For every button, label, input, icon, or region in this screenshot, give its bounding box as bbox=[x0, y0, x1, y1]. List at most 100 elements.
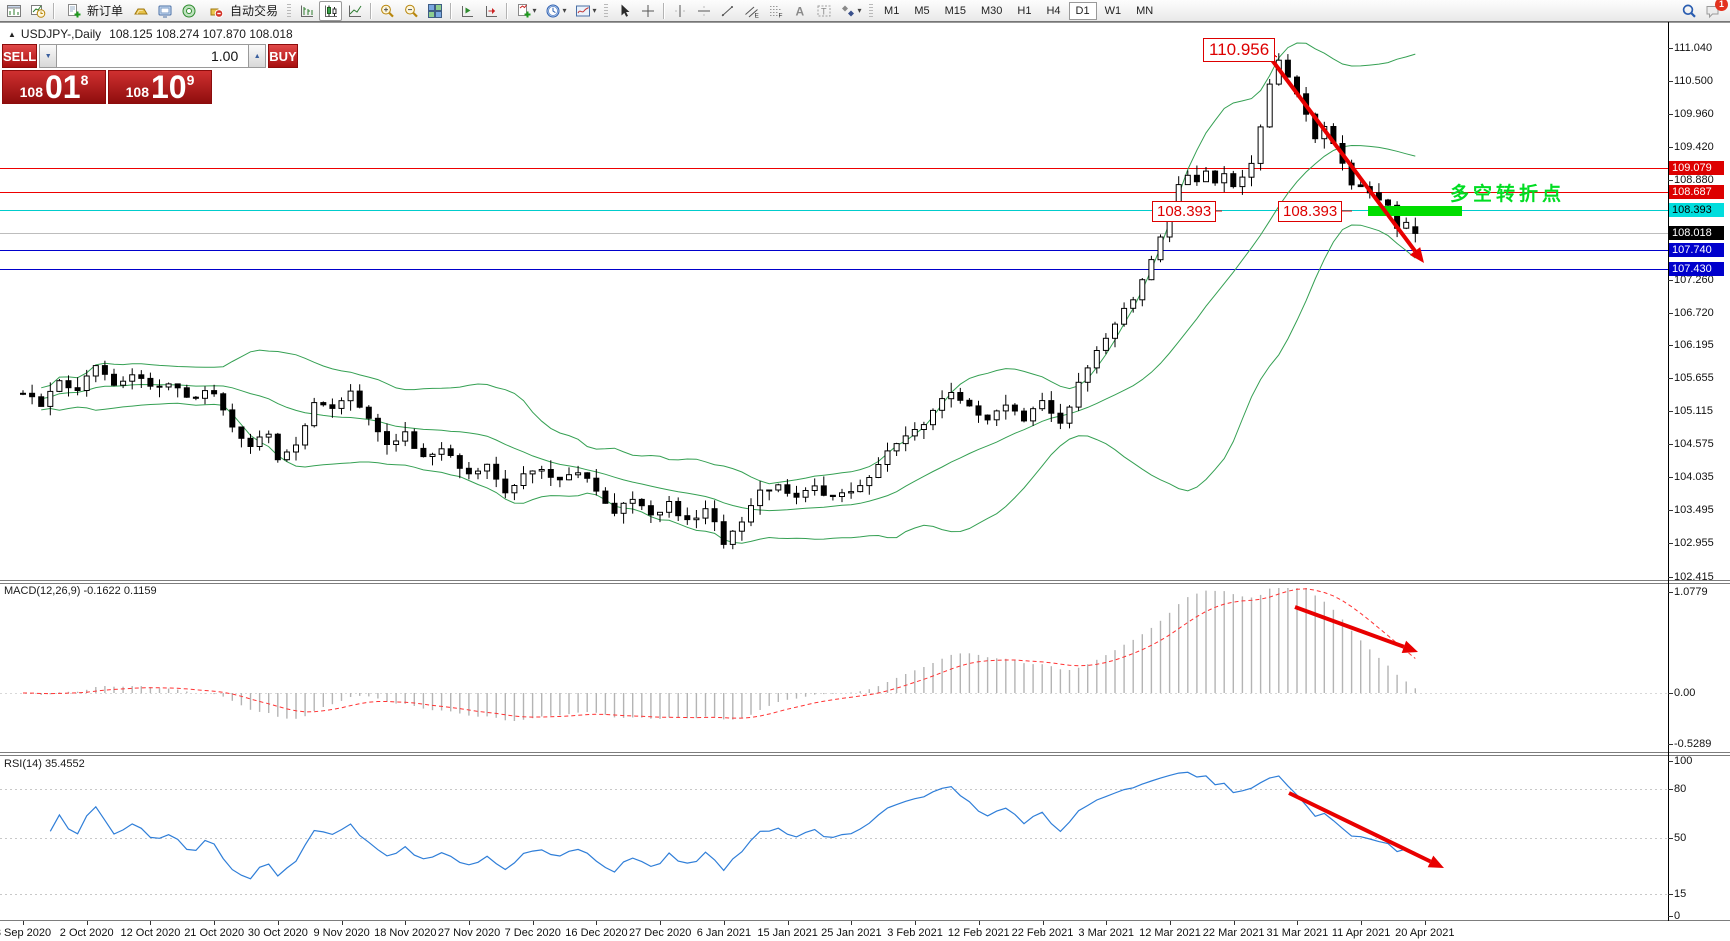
price-level-badge[interactable]: 107.430 bbox=[1669, 262, 1724, 276]
dropdown-caret-icon[interactable]: ▾ bbox=[562, 6, 567, 15]
price-tick-label[interactable]: 105.115 bbox=[1674, 405, 1713, 417]
price-tick-label[interactable]: 109.420 bbox=[1674, 141, 1714, 153]
price-level-badge[interactable]: 109.079 bbox=[1669, 161, 1724, 175]
price-tick-label[interactable]: 105.655 bbox=[1674, 372, 1714, 384]
date-tick-label[interactable]: 22 Mar 2021 bbox=[1202, 927, 1265, 939]
buy-price-display[interactable]: 108 10 9 bbox=[108, 70, 212, 104]
new-order-button[interactable]: 新订单 bbox=[58, 2, 128, 20]
navigator-icon[interactable] bbox=[177, 1, 200, 21]
support-price-label-2[interactable]: 108.393 bbox=[1278, 201, 1343, 222]
auto-scroll-icon[interactable] bbox=[455, 1, 478, 21]
timeframe-h4-button[interactable]: H4 bbox=[1046, 4, 1061, 17]
price-tick-label[interactable]: 104.575 bbox=[1674, 438, 1714, 450]
new-order-icon[interactable] bbox=[63, 1, 83, 21]
date-tick-label[interactable]: 12 Oct 2020 bbox=[120, 927, 181, 939]
macd-tick-label[interactable]: 0.00 bbox=[1674, 687, 1696, 699]
date-tick-label[interactable]: 3 Feb 2021 bbox=[887, 927, 943, 939]
date-tick-label[interactable]: 25 Jan 2021 bbox=[821, 927, 882, 939]
date-tick-label[interactable]: 12 Mar 2021 bbox=[1139, 927, 1201, 939]
date-tick-label[interactable]: 9 Nov 2020 bbox=[313, 927, 370, 939]
profiles-icon[interactable] bbox=[26, 1, 49, 21]
price-tick-label[interactable]: 102.955 bbox=[1674, 537, 1714, 549]
date-tick-label[interactable]: 21 Oct 2020 bbox=[184, 927, 245, 939]
date-tick-label[interactable]: 22 Feb 2021 bbox=[1011, 927, 1074, 939]
price-level-badge[interactable]: 108.393 bbox=[1669, 203, 1724, 217]
toolbar-drag-handle[interactable] bbox=[287, 3, 292, 18]
market-watch-icon[interactable] bbox=[129, 1, 152, 21]
timeframe-m30-button[interactable]: M30 bbox=[981, 4, 1003, 17]
support-price-label-1[interactable]: 108.393 bbox=[1152, 201, 1217, 222]
search-icon[interactable] bbox=[1677, 1, 1700, 21]
volume-decrease-button[interactable]: ▼ bbox=[39, 44, 58, 68]
date-tick-label[interactable]: 11 Apr 2021 bbox=[1331, 927, 1391, 939]
date-tick-label[interactable]: 12 Feb 2021 bbox=[947, 927, 1010, 939]
zoom-in-icon[interactable] bbox=[375, 1, 398, 21]
channel-icon[interactable]: E bbox=[740, 1, 763, 21]
date-tick-label[interactable]: 3 Sep 2020 bbox=[0, 927, 52, 939]
rsi-tick-label[interactable]: 80 bbox=[1674, 783, 1687, 795]
dropdown-caret-icon[interactable]: ▾ bbox=[532, 6, 537, 15]
date-tick-label[interactable]: 31 Mar 2021 bbox=[1266, 927, 1329, 939]
price-tick-label[interactable]: 104.035 bbox=[1674, 471, 1714, 483]
notifications-icon[interactable]: 1 bbox=[1701, 0, 1728, 21]
autotrade-icon[interactable] bbox=[206, 1, 226, 21]
cursor-icon[interactable] bbox=[612, 1, 635, 21]
bar-chart-icon[interactable] bbox=[295, 1, 318, 21]
zoom-out-icon[interactable] bbox=[399, 1, 422, 21]
price-tick-label[interactable]: 106.720 bbox=[1674, 307, 1714, 319]
price-tick-label[interactable]: 110.500 bbox=[1674, 75, 1713, 87]
dropdown-caret-icon[interactable]: ▾ bbox=[592, 6, 597, 15]
data-window-icon[interactable] bbox=[153, 1, 176, 21]
tile-windows-icon[interactable] bbox=[423, 1, 446, 21]
macd-tick-label[interactable]: -0.5289 bbox=[1674, 738, 1712, 750]
sell-price-display[interactable]: 108 01 8 bbox=[2, 70, 106, 104]
timeframe-m15-button[interactable]: M15 bbox=[944, 4, 966, 17]
rsi-tick-label[interactable]: 100 bbox=[1674, 755, 1693, 767]
horizontal-line-icon[interactable] bbox=[692, 1, 715, 21]
volume-input[interactable] bbox=[57, 44, 249, 68]
buy-button[interactable]: BUY bbox=[268, 44, 298, 68]
timeframe-m5-button[interactable]: M5 bbox=[914, 4, 930, 17]
price-level-badge[interactable]: 108.018 bbox=[1669, 226, 1724, 240]
timeframe-d1-button[interactable]: D1 bbox=[1068, 1, 1097, 20]
date-tick-label[interactable]: 30 Oct 2020 bbox=[247, 927, 308, 939]
date-tick-label[interactable]: 3 Mar 2021 bbox=[1078, 927, 1135, 939]
vertical-line-icon[interactable] bbox=[668, 1, 691, 21]
date-tick-label[interactable]: 15 Jan 2021 bbox=[757, 927, 818, 939]
volume-increase-button[interactable]: ▲ bbox=[248, 44, 267, 68]
sell-button[interactable]: SELL bbox=[2, 44, 38, 68]
price-tick-label[interactable]: 111.040 bbox=[1674, 42, 1713, 54]
date-tick-label[interactable]: 18 Nov 2020 bbox=[374, 927, 437, 939]
timeframe-m1-button[interactable]: M1 bbox=[884, 4, 900, 17]
turning-point-annotation[interactable]: 多空转折点 bbox=[1450, 184, 1566, 205]
peak-price-label[interactable]: 110.956 bbox=[1203, 38, 1276, 62]
shapes-icon[interactable]: ▾ bbox=[836, 1, 865, 21]
price-tick-label[interactable]: 109.960 bbox=[1674, 108, 1714, 120]
timeframe-w1-button[interactable]: W1 bbox=[1104, 4, 1122, 17]
chart-shift-icon[interactable] bbox=[479, 1, 502, 21]
periods-icon[interactable]: ▾ bbox=[541, 1, 570, 21]
price-tick-label[interactable]: 107.260 bbox=[1674, 274, 1714, 286]
price-tick-label[interactable]: 106.195 bbox=[1674, 339, 1714, 351]
line-chart-icon[interactable] bbox=[343, 1, 366, 21]
candlestick-icon[interactable] bbox=[319, 0, 343, 21]
timeframe-h1-button[interactable]: H1 bbox=[1017, 4, 1032, 17]
collapse-icon[interactable]: ▲ bbox=[8, 30, 16, 39]
date-tick-label[interactable]: 7 Dec 2020 bbox=[504, 927, 561, 939]
price-level-badge[interactable]: 107.740 bbox=[1669, 243, 1724, 257]
date-tick-label[interactable]: 27 Dec 2020 bbox=[628, 927, 692, 939]
macd-tick-label[interactable]: 1.0779 bbox=[1674, 586, 1708, 598]
crosshair-icon[interactable] bbox=[636, 1, 659, 21]
price-tick-label[interactable]: 102.415 bbox=[1674, 571, 1714, 583]
rsi-tick-label[interactable]: 0 bbox=[1674, 910, 1681, 922]
rsi-tick-label[interactable]: 50 bbox=[1674, 832, 1687, 844]
date-tick-label[interactable]: 16 Dec 2020 bbox=[565, 927, 628, 939]
toolbar-drag-handle[interactable] bbox=[604, 3, 609, 18]
text-icon[interactable]: A bbox=[788, 1, 811, 21]
fibonacci-icon[interactable]: F bbox=[764, 1, 787, 21]
date-tick-label[interactable]: 27 Nov 2020 bbox=[437, 927, 501, 939]
toolbar-drag-handle[interactable] bbox=[869, 3, 874, 18]
trendline-icon[interactable] bbox=[716, 1, 739, 21]
templates-icon[interactable]: ▾ bbox=[571, 1, 600, 21]
